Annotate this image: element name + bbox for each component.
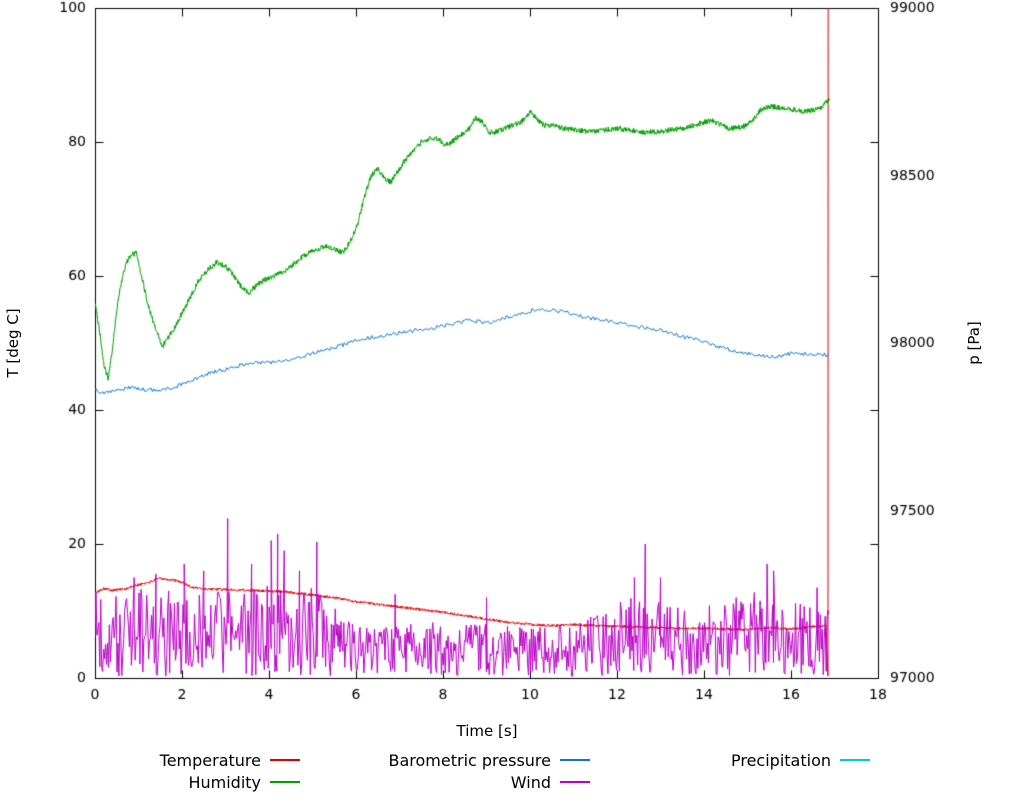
legend-label-barometric-pressure: Barometric pressure (388, 750, 551, 770)
legend-label-wind: Wind (510, 772, 551, 792)
legend-line-sample-barometric-pressure (560, 759, 590, 761)
legend-label-humidity: Humidity (188, 772, 261, 792)
legend-item-humidity: Humidity (0, 772, 300, 792)
chart-legend: Temperature Barometric pressure Precipit… (0, 750, 870, 792)
x-axis-label: Time [s] (456, 722, 518, 740)
legend-item-temperature: Temperature (0, 750, 300, 770)
legend-item-barometric-pressure: Barometric pressure (300, 750, 590, 770)
legend-line-sample-humidity (270, 781, 300, 783)
legend-label-precipitation: Precipitation (730, 750, 831, 770)
legend-line-sample-precipitation (840, 759, 870, 761)
legend-item-precipitation: Precipitation (590, 750, 870, 770)
legend-line-sample-wind (560, 781, 590, 783)
y-axis-label-left: T [deg C] (4, 308, 22, 378)
legend-line-sample-temperature (270, 759, 300, 761)
legend-label-temperature: Temperature (159, 750, 261, 770)
y-axis-label-right: p [Pa] (965, 321, 983, 365)
legend-item-wind: Wind (300, 772, 590, 792)
